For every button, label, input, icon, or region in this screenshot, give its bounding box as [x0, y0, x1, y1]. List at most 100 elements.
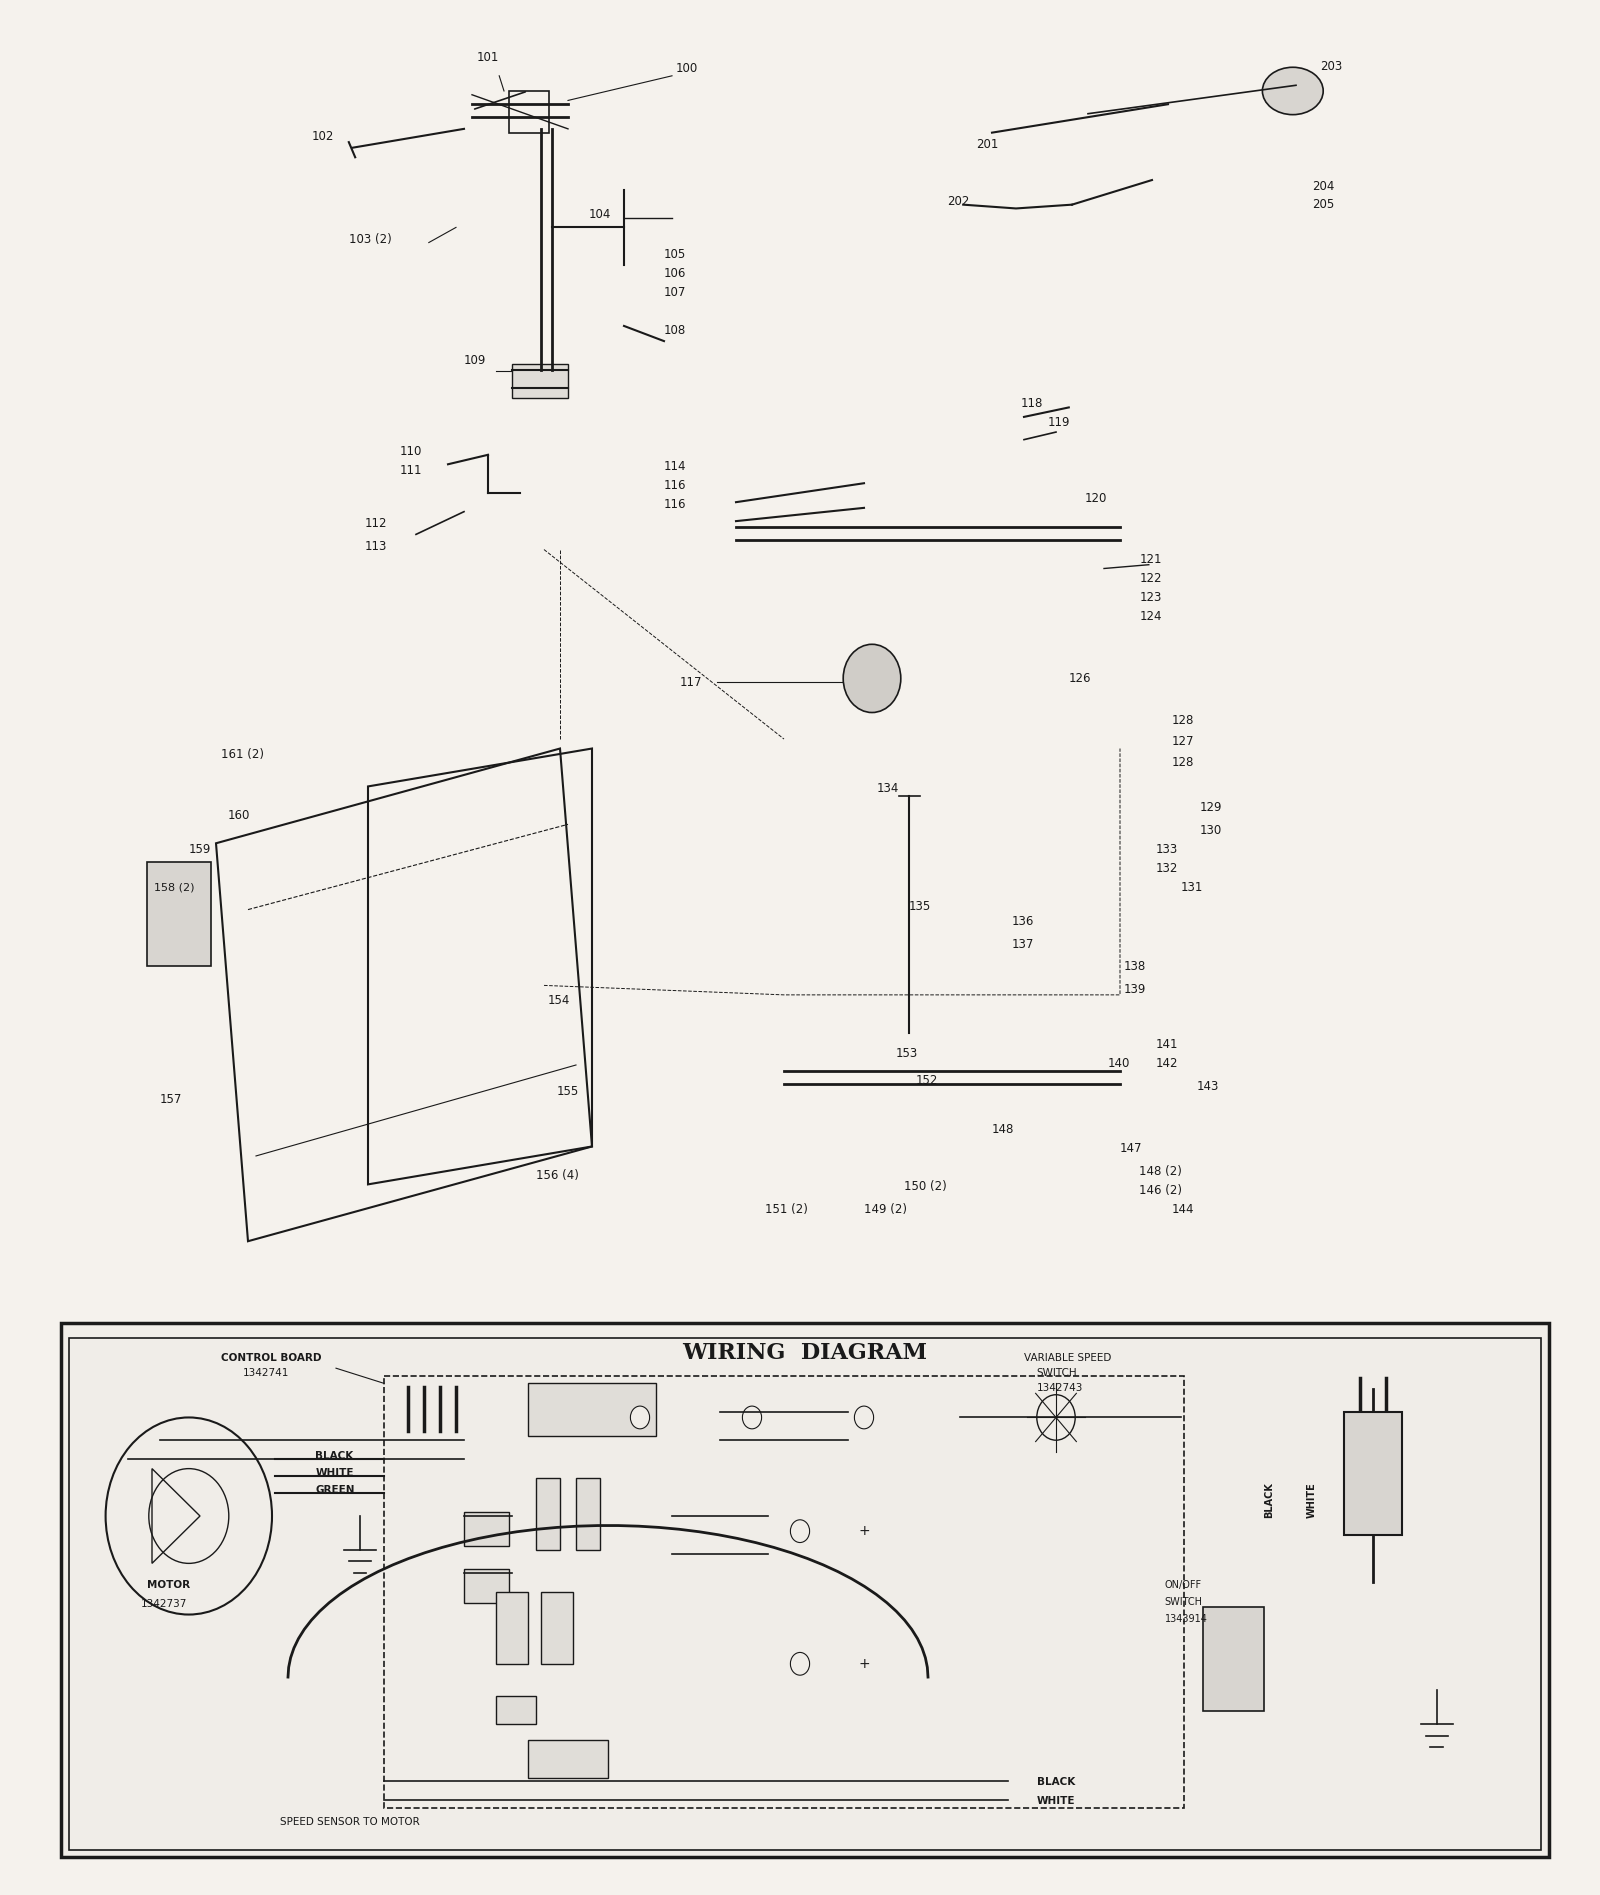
- Text: 141: 141: [1155, 1038, 1178, 1052]
- Text: 104: 104: [589, 208, 611, 222]
- Circle shape: [630, 1406, 650, 1429]
- Bar: [1203, 1607, 1264, 1711]
- Text: 201: 201: [976, 138, 998, 152]
- Text: GREEN: GREEN: [315, 1486, 355, 1495]
- Text: BLACK: BLACK: [315, 1452, 354, 1461]
- Text: 153: 153: [896, 1048, 918, 1061]
- Text: SWITCH: SWITCH: [1165, 1597, 1203, 1607]
- Text: 149 (2): 149 (2): [864, 1203, 907, 1217]
- Text: 119: 119: [1048, 417, 1070, 430]
- Text: 122: 122: [1139, 572, 1162, 586]
- Text: 148 (2): 148 (2): [1139, 1165, 1182, 1179]
- Text: 161 (2): 161 (2): [221, 749, 264, 762]
- Text: 158 (2): 158 (2): [154, 883, 194, 893]
- Text: 116: 116: [664, 498, 686, 512]
- Text: 138: 138: [1123, 961, 1146, 974]
- Text: 1342737: 1342737: [141, 1599, 187, 1609]
- Circle shape: [742, 1406, 762, 1429]
- Text: 152: 152: [915, 1074, 938, 1088]
- Text: 126: 126: [1069, 673, 1091, 686]
- Text: 121: 121: [1139, 553, 1162, 567]
- Text: 148: 148: [992, 1124, 1014, 1137]
- Bar: [61, 1323, 1549, 1857]
- Text: 160: 160: [227, 809, 250, 822]
- Text: WHITE: WHITE: [1307, 1482, 1317, 1518]
- Text: +: +: [858, 1524, 870, 1539]
- Text: 157: 157: [160, 1093, 182, 1107]
- Text: 106: 106: [664, 267, 686, 280]
- Text: WIRING  DIAGRAM: WIRING DIAGRAM: [682, 1342, 928, 1364]
- Bar: [464, 1569, 509, 1603]
- Text: 146 (2): 146 (2): [1139, 1184, 1182, 1198]
- Text: 116: 116: [664, 479, 686, 493]
- Text: 110: 110: [400, 445, 422, 459]
- Text: 203: 203: [1320, 61, 1342, 74]
- Text: 109: 109: [464, 354, 486, 368]
- Text: 111: 111: [400, 464, 422, 478]
- Text: 128: 128: [1171, 756, 1194, 769]
- Text: +: +: [858, 1656, 870, 1671]
- Text: 120: 120: [1085, 493, 1107, 506]
- Text: 108: 108: [664, 324, 686, 337]
- Bar: [496, 1592, 528, 1664]
- Text: 155: 155: [557, 1086, 579, 1099]
- Text: 154: 154: [547, 995, 570, 1008]
- Text: 205: 205: [1312, 199, 1334, 212]
- Text: 204: 204: [1312, 180, 1334, 193]
- Text: 107: 107: [664, 286, 686, 299]
- Circle shape: [843, 644, 901, 713]
- Text: 123: 123: [1139, 591, 1162, 605]
- Circle shape: [790, 1652, 810, 1675]
- Text: 102: 102: [312, 131, 334, 144]
- Text: WHITE: WHITE: [315, 1469, 354, 1478]
- Bar: [384, 1376, 1184, 1808]
- Bar: [464, 1512, 509, 1546]
- Text: 117: 117: [680, 677, 702, 690]
- Text: 103 (2): 103 (2): [349, 233, 392, 246]
- Text: 128: 128: [1171, 714, 1194, 728]
- Text: BLACK: BLACK: [1264, 1482, 1274, 1518]
- Bar: [147, 862, 211, 966]
- Text: GREEN: GREEN: [1352, 1482, 1362, 1518]
- Text: 130: 130: [1200, 824, 1222, 838]
- Bar: [509, 91, 549, 133]
- Text: VARIABLE SPEED: VARIABLE SPEED: [1024, 1353, 1112, 1363]
- Text: 118: 118: [1021, 398, 1043, 411]
- Text: 113: 113: [365, 540, 387, 553]
- Text: 114: 114: [664, 460, 686, 474]
- Circle shape: [149, 1469, 229, 1563]
- Bar: [496, 1696, 536, 1724]
- Text: 131: 131: [1181, 881, 1203, 894]
- Text: 1343914: 1343914: [1165, 1615, 1208, 1624]
- Text: 142: 142: [1155, 1057, 1178, 1071]
- Text: 1342743: 1342743: [1037, 1383, 1083, 1393]
- Bar: [541, 1592, 573, 1664]
- Circle shape: [854, 1406, 874, 1429]
- Text: 129: 129: [1200, 802, 1222, 815]
- Text: 159: 159: [189, 843, 211, 857]
- Text: BLACK: BLACK: [1037, 1778, 1075, 1787]
- Text: SWITCH: SWITCH: [1037, 1368, 1077, 1378]
- Text: 136: 136: [1011, 915, 1034, 929]
- Text: 147: 147: [1120, 1143, 1142, 1156]
- Text: 150 (2): 150 (2): [904, 1181, 947, 1194]
- Circle shape: [790, 1520, 810, 1543]
- Text: 144: 144: [1171, 1203, 1194, 1217]
- Text: WHITE: WHITE: [1037, 1796, 1075, 1806]
- Bar: [576, 1478, 600, 1550]
- Text: 202: 202: [947, 195, 970, 208]
- Bar: [536, 1478, 560, 1550]
- Text: SPEED SENSOR TO MOTOR: SPEED SENSOR TO MOTOR: [280, 1817, 419, 1827]
- Text: 100: 100: [675, 63, 698, 76]
- Text: 143: 143: [1197, 1080, 1219, 1093]
- Text: 134: 134: [877, 783, 899, 796]
- Bar: [528, 1740, 608, 1778]
- Text: 132: 132: [1155, 862, 1178, 875]
- Bar: [69, 1338, 1541, 1850]
- Text: 135: 135: [909, 900, 931, 913]
- Circle shape: [106, 1417, 272, 1615]
- Circle shape: [1037, 1395, 1075, 1440]
- Text: 101: 101: [477, 51, 499, 64]
- Text: ON/OFF: ON/OFF: [1165, 1580, 1202, 1590]
- Text: 156 (4): 156 (4): [536, 1169, 579, 1182]
